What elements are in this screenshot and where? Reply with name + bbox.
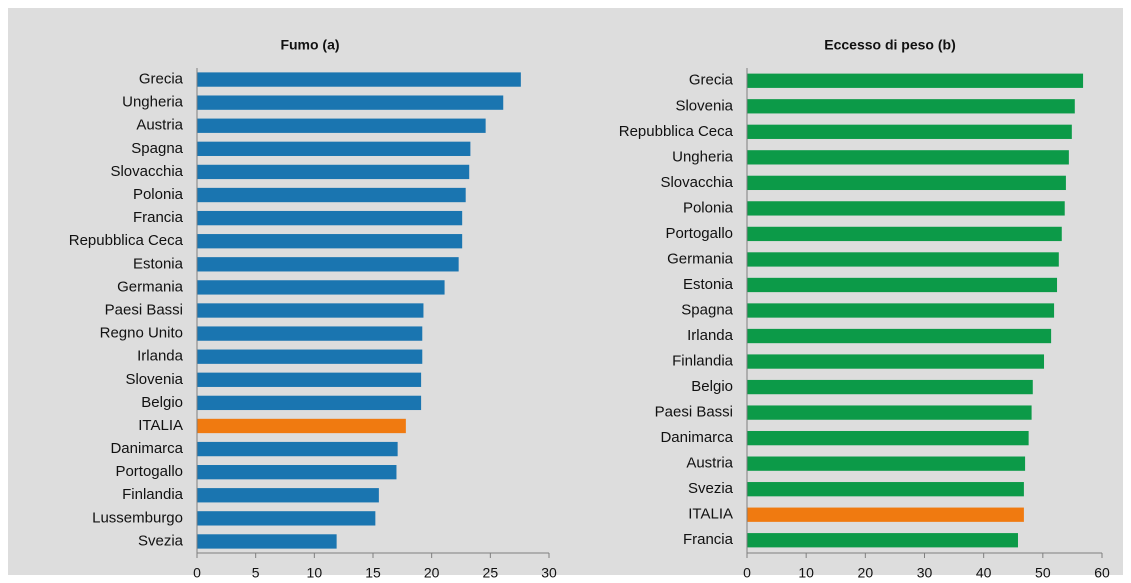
- bar: [747, 99, 1075, 114]
- bar: [747, 175, 1066, 191]
- bar: [747, 73, 1084, 88]
- category-label: Ungheria: [122, 94, 184, 111]
- category-label: Danimarca: [110, 440, 183, 457]
- x-tick-label: 0: [743, 565, 751, 581]
- bar: [747, 354, 1045, 369]
- category-label: ITALIA: [138, 417, 183, 434]
- category-label: Slovacchia: [110, 163, 183, 180]
- category-label: ITALIA: [688, 506, 733, 523]
- bar: [197, 465, 397, 480]
- x-tick-label: 5: [252, 565, 260, 581]
- bar: [197, 534, 337, 549]
- bar: [747, 277, 1058, 293]
- bar: [747, 456, 1026, 471]
- x-tick-label: 50: [1035, 565, 1051, 581]
- bar: [197, 72, 521, 87]
- category-label: Estonia: [683, 276, 734, 293]
- x-tick-label: 30: [917, 565, 933, 581]
- bar: [747, 201, 1065, 216]
- category-label: Germania: [667, 250, 734, 267]
- category-label: Spagna: [681, 301, 733, 318]
- chart-title: Eccesso di peso (b): [824, 37, 955, 53]
- bar: [747, 533, 1018, 548]
- bar: [747, 430, 1029, 446]
- x-tick-label: 0: [193, 565, 201, 581]
- category-label: Slovacchia: [660, 174, 733, 191]
- bar: [197, 141, 471, 156]
- bar: [197, 95, 504, 110]
- x-tick-label: 30: [541, 565, 557, 581]
- category-label: Finlandia: [122, 486, 184, 503]
- category-label: Finlandia: [672, 353, 734, 370]
- category-label: Paesi Bassi: [655, 404, 733, 421]
- category-label: Austria: [136, 117, 183, 134]
- category-label: Irlanda: [137, 348, 184, 365]
- bar: [197, 395, 422, 411]
- category-label: Ungheria: [672, 148, 734, 165]
- x-tick-label: 40: [976, 565, 992, 581]
- bar: [197, 418, 406, 434]
- category-label: Polonia: [133, 186, 184, 203]
- bar: [197, 210, 463, 226]
- category-label: Francia: [133, 209, 184, 226]
- x-tick-label: 25: [483, 565, 499, 581]
- category-label: Irlanda: [687, 327, 734, 344]
- bar: [197, 349, 423, 364]
- bar: [747, 405, 1032, 420]
- category-label: Portogallo: [665, 225, 733, 242]
- category-label: Svezia: [138, 532, 184, 549]
- bar: [747, 226, 1062, 242]
- category-label: Lussemburgo: [92, 509, 183, 526]
- bar: [197, 441, 398, 457]
- bar: [197, 280, 445, 295]
- bar: [197, 488, 379, 503]
- category-label: Repubblica Ceca: [69, 232, 184, 249]
- chart-title: Fumo (a): [280, 37, 339, 53]
- bar: [747, 482, 1024, 497]
- category-label: Svezia: [688, 480, 734, 497]
- bar: [197, 511, 376, 526]
- category-label: Francia: [683, 531, 734, 548]
- bar: [197, 372, 422, 387]
- bar: [197, 303, 424, 318]
- bar: [747, 328, 1052, 344]
- category-label: Grecia: [689, 72, 734, 89]
- category-label: Belgio: [141, 394, 183, 411]
- category-label: Danimarca: [660, 429, 733, 446]
- bar: [197, 326, 423, 341]
- bar: [747, 507, 1024, 522]
- bar: [747, 150, 1069, 165]
- category-label: Paesi Bassi: [105, 301, 183, 318]
- category-label: Spagna: [131, 140, 183, 157]
- x-tick-label: 10: [307, 565, 323, 581]
- category-label: Estonia: [133, 255, 184, 272]
- category-label: Portogallo: [115, 463, 183, 480]
- x-tick-label: 60: [1094, 565, 1110, 581]
- category-label: Repubblica Ceca: [619, 123, 734, 140]
- bar: [197, 164, 470, 180]
- bar: [197, 187, 466, 203]
- x-tick-label: 15: [365, 565, 381, 581]
- bar: [197, 257, 459, 272]
- bar: [197, 118, 486, 133]
- bar: [197, 234, 463, 249]
- bar: [747, 379, 1033, 395]
- x-tick-label: 20: [858, 565, 874, 581]
- bar: [747, 124, 1072, 139]
- bar: [747, 303, 1055, 318]
- x-tick-label: 10: [798, 565, 814, 581]
- category-label: Austria: [686, 455, 733, 472]
- category-label: Polonia: [683, 199, 734, 216]
- category-label: Belgio: [691, 378, 733, 395]
- bar: [747, 252, 1059, 267]
- category-label: Grecia: [139, 71, 184, 88]
- category-label: Slovenia: [675, 97, 733, 114]
- category-label: Regno Unito: [100, 325, 183, 342]
- x-tick-label: 20: [424, 565, 440, 581]
- category-label: Slovenia: [125, 371, 183, 388]
- category-label: Germania: [117, 278, 184, 295]
